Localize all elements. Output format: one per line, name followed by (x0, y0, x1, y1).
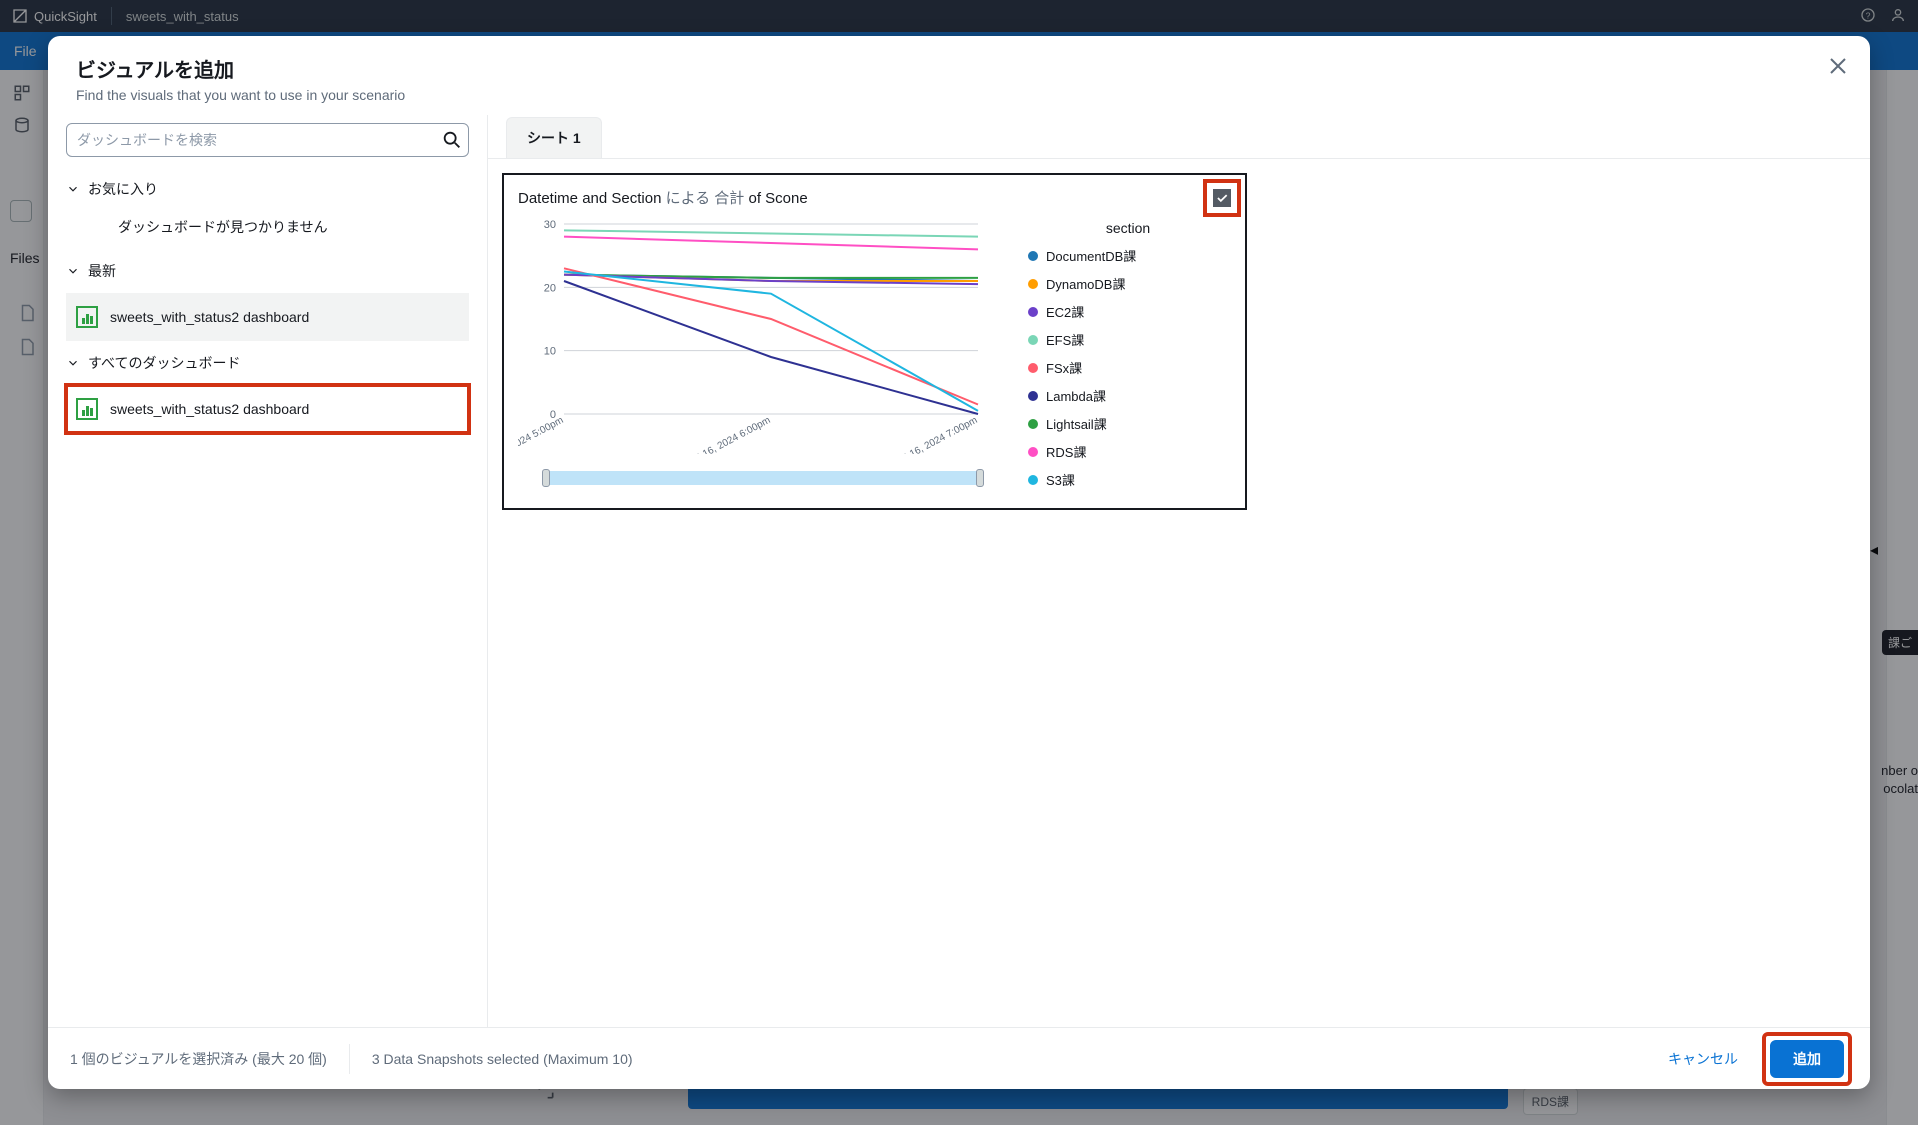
close-button[interactable] (1826, 54, 1850, 78)
legend-label: EC2課 (1046, 302, 1084, 321)
section-favorites[interactable]: お気に入り (66, 167, 469, 211)
legend-dot (1028, 363, 1038, 373)
slider-handle-left[interactable] (542, 469, 550, 487)
footer-snapshot-count: 3 Data Snapshots selected (Maximum 10) (372, 1051, 633, 1067)
chart-range-slider[interactable] (546, 471, 980, 485)
add-button[interactable]: 追加 (1770, 1040, 1844, 1078)
dashboard-item-label: sweets_with_status2 dashboard (110, 401, 309, 417)
legend-title: section (1028, 220, 1228, 236)
section-all-label: すべてのダッシュボード (88, 353, 240, 373)
chevron-down-icon (66, 182, 80, 196)
section-recent[interactable]: 最新 (66, 249, 469, 293)
modal-header: ビジュアルを追加 Find the visuals that you want … (48, 36, 1870, 115)
search-button[interactable] (441, 129, 463, 151)
legend-item[interactable]: Lambda課 (1028, 386, 1228, 405)
dashboard-item-all[interactable]: sweets_with_status2 dashboard (66, 385, 469, 433)
chevron-down-icon (66, 264, 80, 278)
search-icon (441, 129, 463, 151)
legend-dot (1028, 335, 1038, 345)
chart-legend: section DocumentDB課 DynamoDB課 EC2課 EFS課 FSx課… (1028, 214, 1228, 498)
legend-dot (1028, 447, 1038, 457)
footer-selected-count: 1 個のビジュアルを選択済み (最大 20 個) (70, 1049, 327, 1069)
modal-subtitle: Find the visuals that you want to use in… (76, 87, 1842, 103)
section-recent-label: 最新 (88, 261, 116, 281)
svg-text:t 16, 2024 7:00pm: t 16, 2024 7:00pm (903, 415, 979, 454)
legend-dot (1028, 279, 1038, 289)
dashboard-icon (76, 398, 98, 420)
legend-item[interactable]: EC2課 (1028, 302, 1228, 321)
chevron-down-icon (66, 356, 80, 370)
svg-text:10: 10 (544, 346, 556, 358)
tab-sheet-1[interactable]: シート 1 (506, 117, 602, 158)
dashboard-item-label: sweets_with_status2 dashboard (110, 309, 309, 325)
legend-item[interactable]: DynamoDB課 (1028, 274, 1228, 293)
dashboard-search-input[interactable] (66, 123, 469, 157)
add-visual-modal: ビジュアルを追加 Find the visuals that you want … (48, 36, 1870, 1089)
legend-item[interactable]: S3課 (1028, 470, 1228, 489)
legend-item[interactable]: RDS課 (1028, 442, 1228, 461)
legend-item[interactable]: FSx課 (1028, 358, 1228, 377)
legend-dot (1028, 391, 1038, 401)
legend-label: FSx課 (1046, 358, 1082, 377)
legend-label: EFS課 (1046, 330, 1084, 349)
footer-divider (349, 1044, 350, 1074)
legend-label: DocumentDB課 (1046, 246, 1136, 265)
visual-title: Datetime and Section による 合計 of Scone (518, 187, 1231, 208)
modal-footer: 1 個のビジュアルを選択済み (最大 20 個) 3 Data Snapshot… (48, 1027, 1870, 1089)
cancel-button[interactable]: キャンセル (1656, 1041, 1750, 1077)
legend-dot (1028, 419, 1038, 429)
dashboard-item-recent[interactable]: sweets_with_status2 dashboard (66, 293, 469, 341)
svg-text:20: 20 (544, 282, 556, 294)
legend-label: Lambda課 (1046, 386, 1106, 405)
favorites-empty: ダッシュボードが見つかりません (66, 211, 469, 249)
dashboard-icon (76, 306, 98, 328)
section-all[interactable]: すべてのダッシュボード (66, 341, 469, 385)
sheet-tabs: シート 1 (488, 115, 1870, 159)
legend-item[interactable]: Lightsail課 (1028, 414, 1228, 433)
visual-card[interactable]: Datetime and Section による 合計 of Scone 010… (502, 173, 1247, 510)
legend-dot (1028, 251, 1038, 261)
svg-text:t 16, 2024 6:00pm: t 16, 2024 6:00pm (696, 415, 772, 454)
visual-main-pane: シート 1 Datetime and Section による 合計 of Sco… (488, 115, 1870, 1027)
visual-checkbox-wrap (1207, 183, 1237, 213)
check-icon (1215, 191, 1229, 205)
legend-item[interactable]: DocumentDB課 (1028, 246, 1228, 265)
legend-label: Lightsail課 (1046, 414, 1107, 433)
section-favorites-label: お気に入り (88, 179, 158, 199)
legend-label: RDS課 (1046, 442, 1086, 461)
visual-checkbox[interactable] (1213, 189, 1231, 207)
legend-label: S3課 (1046, 470, 1075, 489)
slider-handle-right[interactable] (976, 469, 984, 487)
legend-item[interactable]: EFS課 (1028, 330, 1228, 349)
line-chart: 01020302024 5:00pmt 16, 2024 6:00pmt 16,… (518, 214, 1008, 498)
legend-dot (1028, 475, 1038, 485)
legend-dot (1028, 307, 1038, 317)
svg-text:30: 30 (544, 219, 556, 231)
add-button-wrap: 追加 (1766, 1036, 1848, 1082)
close-icon (1826, 54, 1850, 78)
modal-title: ビジュアルを追加 (76, 54, 1842, 83)
legend-label: DynamoDB課 (1046, 274, 1125, 293)
svg-text:2024 5:00pm: 2024 5:00pm (518, 415, 565, 452)
dashboard-sidebar: お気に入り ダッシュボードが見つかりません 最新 sweets_with_sta… (48, 115, 488, 1027)
